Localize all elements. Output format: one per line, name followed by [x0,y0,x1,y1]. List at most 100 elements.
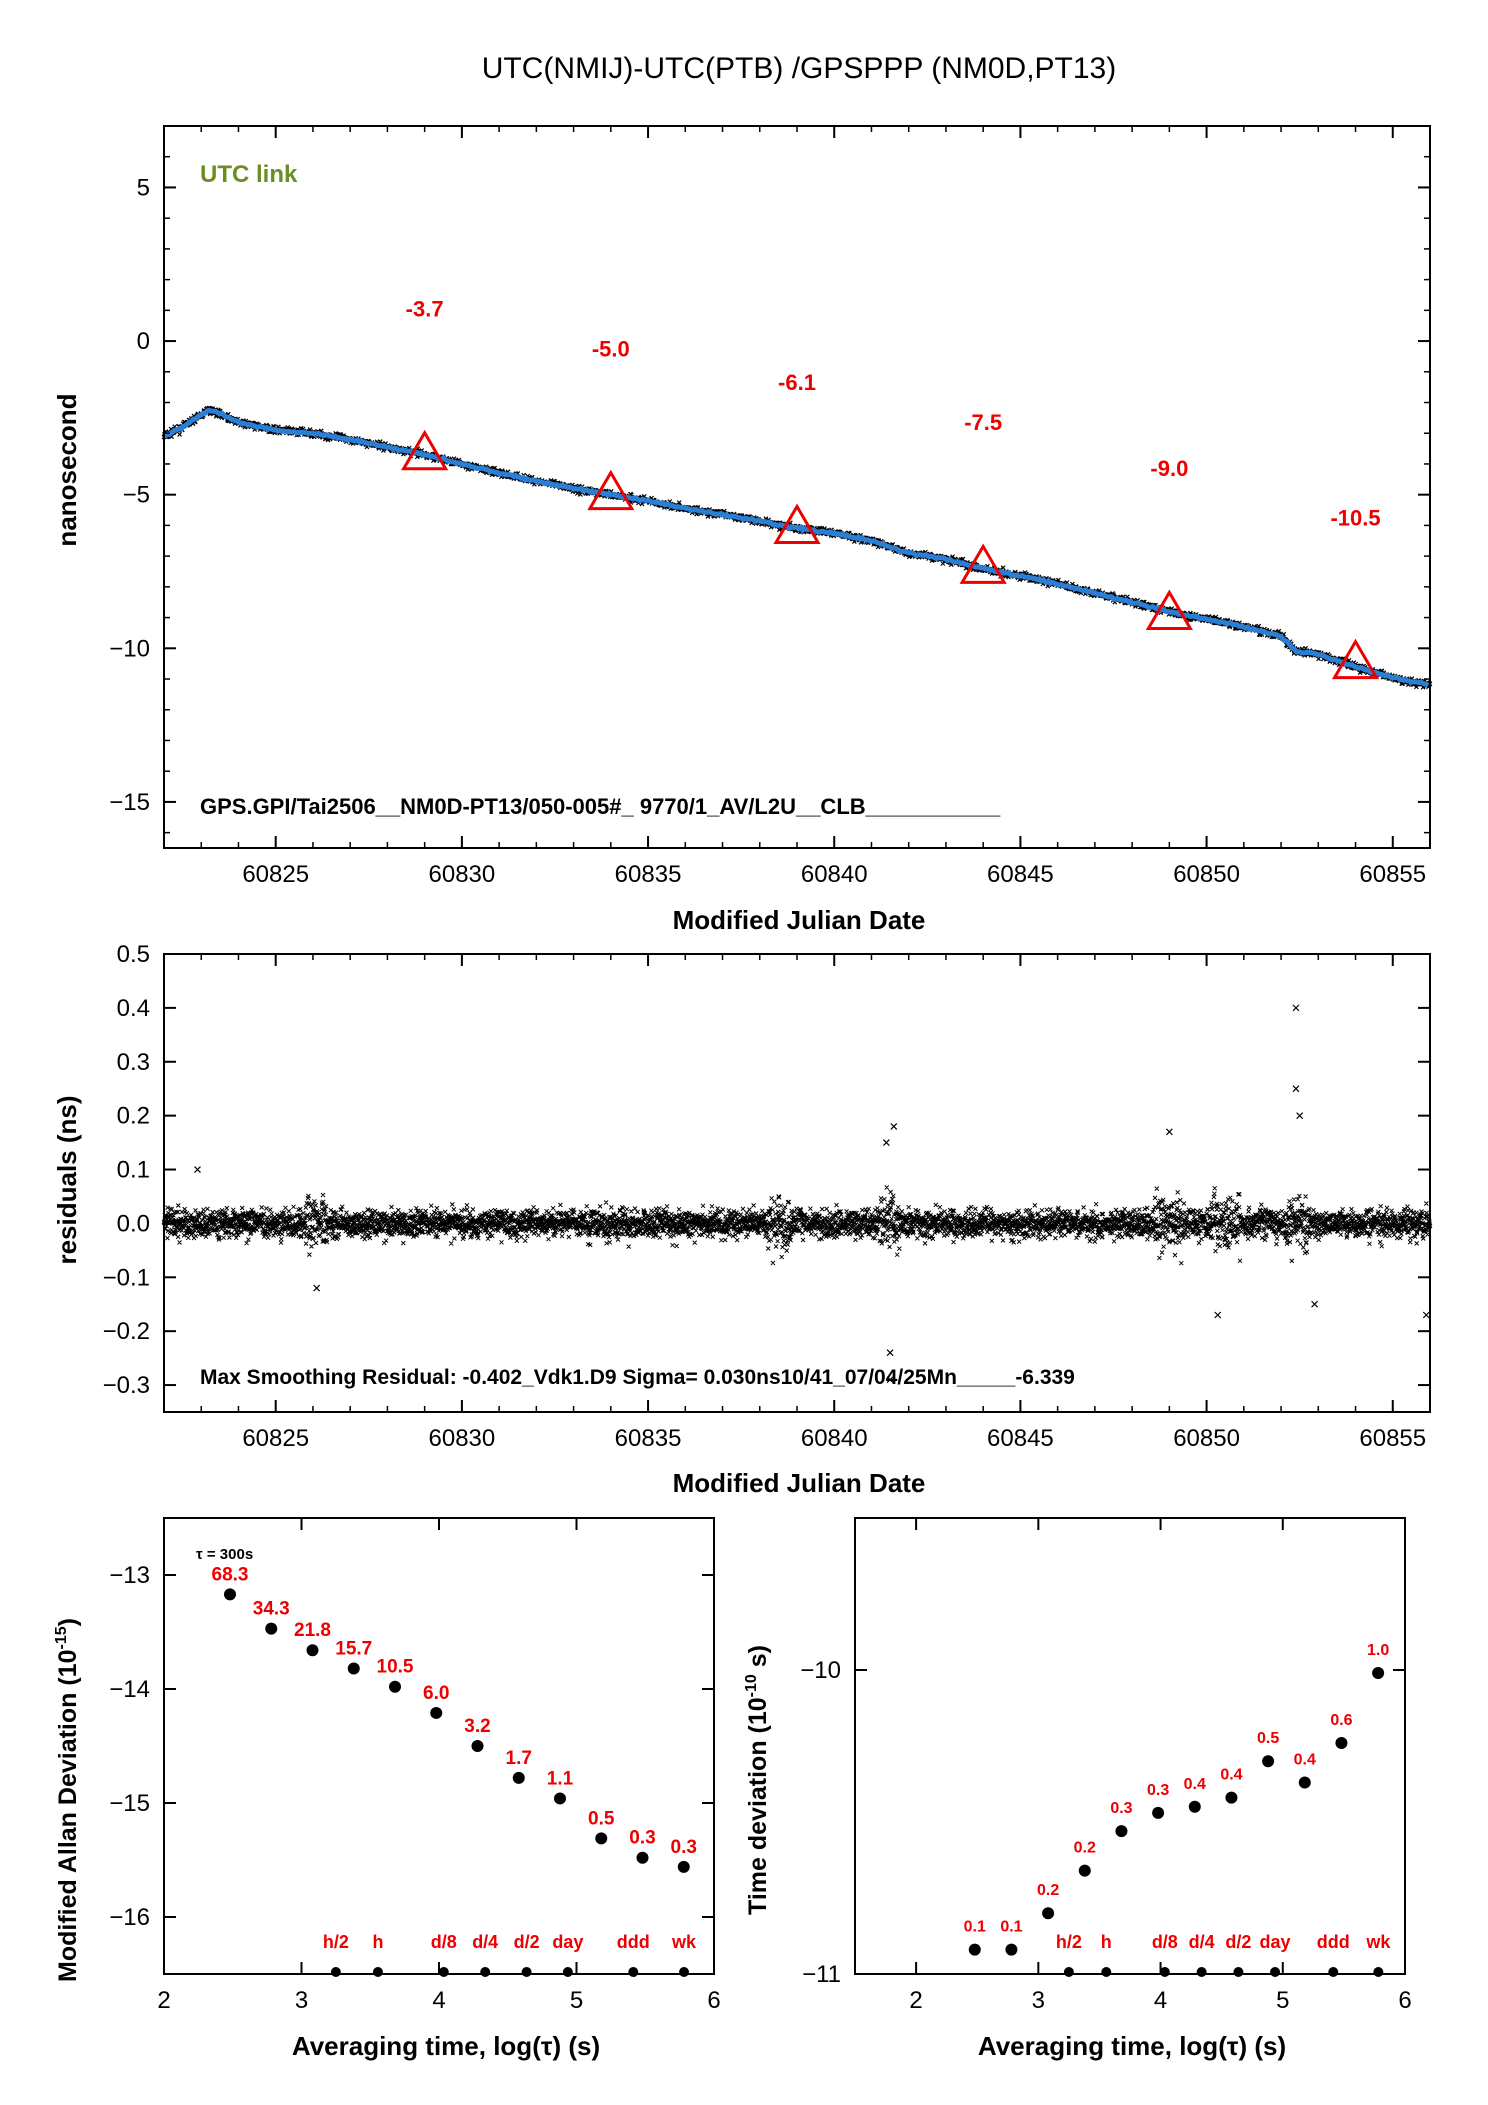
p1-tag: UTC link [200,161,298,188]
y-tick-label: 0 [137,328,150,355]
x-tick-label: 60830 [429,861,496,888]
p1-marker-triangle [587,469,635,511]
p2-outlier [194,1166,201,1173]
p4-axes: 2 3 4 5 6 −10 −11 [800,1518,1412,2014]
p4-time-marker-label: d/8 [1152,1932,1178,1952]
tdev-panel: 2 3 4 5 6−10−11 0.1 0.10.20.20.30.3 0.40.40.50… [743,1517,1412,2061]
x-tick-label: 6 [1398,1987,1411,2014]
p1-marker-triangle [1145,589,1193,631]
p2-outlier [1292,1085,1300,1093]
p4-point-label: 0.3 [1147,1782,1169,1799]
p3-time-marker-label: h [372,1932,383,1952]
y-tick-label: −0.3 [103,1372,150,1399]
p4-point [1225,1791,1238,1804]
x-tick-label: 60845 [987,861,1054,888]
p4-point-label: 0.1 [1000,1919,1022,1936]
p4-time-marker [1063,1967,1074,1977]
p4-ylabel: Time deviation (10-10 s) [743,1645,772,1915]
p4-point [1152,1806,1165,1819]
p4-points: 0.1 0.1 0.2 0.2 0.3 0.3 0.4 0.4 0.5 0.4 0.6 1.0 [964,1642,1389,1956]
p4-point-label: 0.4 [1220,1767,1242,1784]
p3-point [265,1622,278,1635]
p1-marker-label: -10.5 [1330,505,1380,530]
p2-outlier [890,1122,898,1130]
p4-time-marker [1270,1967,1281,1977]
p3-time-marker [679,1967,690,1977]
y-tick-label: −14 [109,1676,150,1703]
x-tick-label: 2 [909,1987,922,2014]
p3-point [677,1860,690,1873]
p1-noise-marks [161,405,1433,690]
x-tick-label: 5 [1276,1987,1289,2014]
x-tick-label: 60835 [615,861,682,888]
p4-time-marker-label: h/2 [1056,1932,1082,1952]
p1-markers: -3.7 -5.0 -6.1 -7.5 -9.0 -10.5 [401,296,1381,680]
p2-residual-marks [161,1185,1433,1266]
p3-time-marker-label: h/2 [323,1932,349,1952]
p2-outlier [886,1349,894,1357]
p3-point [430,1706,443,1719]
p4-point [1372,1667,1385,1680]
p2-outlier [1292,1004,1300,1012]
y-tick-label: −15 [109,789,150,816]
x-tick-label: 4 [1154,1987,1167,2014]
p3-time-marker-label: d/4 [472,1932,498,1952]
mdev-panel: 2 3 4 5 6 −13 −14 −15 −16 68.334.321.815.710.5 6.… [53,1517,721,2061]
p3-point-label: 0.3 [671,1837,697,1858]
p3-note: τ = 300s [196,1546,253,1563]
y-tick-label: −0.1 [103,1264,150,1291]
x-tick-label: 6 [707,1987,720,2014]
p3-ylabel: Modified Allan Deviation (10-15) [53,1618,82,1982]
p3-point [595,1832,608,1845]
p3-point [347,1662,360,1675]
p1-noise-layer [161,405,1433,690]
p2-ylabel: residuals (ns) [52,1095,82,1264]
y-tick-label: −15 [109,1790,150,1817]
x-tick-label: 60850 [1173,1425,1240,1452]
p2-xlabel: Modified Julian Date [673,1468,926,1498]
p2-outlier [882,1139,890,1147]
p1-marker-triangle [401,429,449,471]
p1-marker-label: -7.5 [964,410,1002,435]
y-tick-label: 0.1 [117,1157,150,1184]
p3-time-marker-label: wk [671,1932,697,1952]
p3-point-label: 0.5 [588,1808,615,1829]
time-series-panel: -3.7 -5.0 -6.1 -7.5 -9.0 -10.5 60825 60830 6083… [52,125,1433,935]
p3-point-label: 1.1 [547,1768,574,1789]
x-tick-label: 60850 [1173,861,1240,888]
p3-point-label: 68.3 [212,1564,249,1585]
p1-axes: 60825 60830 60835 60840 60845 60850 60855 5 0 −5 −… [109,125,1431,888]
p2-outlier [886,1376,894,1384]
p3-point [471,1740,484,1752]
p1-ylabel: nanosecond [52,393,82,546]
p3-time-marker [521,1967,532,1977]
p4-time-marker-label: d/2 [1225,1932,1251,1952]
p1-frame [163,125,1431,849]
p3-point [512,1771,525,1784]
x-tick-label: 60855 [1359,1425,1426,1452]
p4-point-label: 0.4 [1184,1776,1206,1793]
x-tick-label: 60825 [242,861,309,888]
p3-points: 68.334.321.815.710.5 6.0 3.2 1.7 1.1 0.5 0.3 0.… [212,1564,697,1873]
p4-time-marker-label: day [1260,1932,1291,1952]
p3-point-label: 1.7 [506,1748,532,1769]
p3-time-marker [628,1967,639,1977]
x-tick-label: 60830 [429,1425,496,1452]
p4-point-label: 0.2 [1074,1840,1096,1857]
p4-point-label: 0.2 [1037,1882,1059,1899]
x-tick-label: 60835 [615,1425,682,1452]
p3-point [554,1792,566,1805]
p4-time-marker [1101,1967,1112,1977]
p4-point-label: 0.3 [1110,1800,1132,1817]
chart-title: UTC(NMIJ)-UTC(PTB) /GPSPPP (NM0D,PT13) [482,52,1116,85]
x-tick-label: 60845 [987,1425,1054,1452]
y-tick-label: 0.0 [117,1210,150,1237]
y-tick-label: −11 [802,1961,841,1988]
p4-point [1298,1776,1311,1789]
p2-outlier [1165,1128,1173,1136]
x-tick-label: 5 [570,1987,583,2014]
p4-point-label: 0.6 [1330,1712,1352,1729]
p2-frame [163,953,1431,1413]
p3-time-marker-label: ddd [617,1932,650,1952]
